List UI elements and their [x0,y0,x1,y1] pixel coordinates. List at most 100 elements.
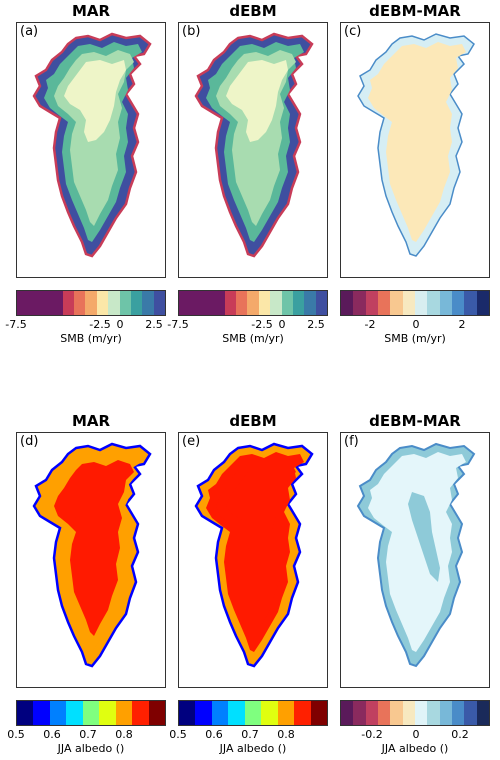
colorbar-swatch [377,701,391,725]
greenland-albedo-map [194,442,314,668]
tick-label: 0.5 [169,728,187,741]
colorbar-swatch [132,701,149,725]
colorbar-swatch [304,291,316,315]
panel-label: (a) [20,24,39,39]
colorbar-swatch [270,291,282,315]
colorbar-label: JJA albedo () [219,742,287,755]
colorbar-swatch [17,291,29,315]
albedo-difference-band [408,492,440,582]
colorbar-swatch [353,701,366,725]
colorbar-gradient [178,700,328,726]
colorbar-swatch [201,291,214,315]
colorbar-swatch [28,291,40,315]
colorbar-swatch [464,291,477,315]
tick-label: -2.5 [251,318,273,331]
panel-label: (e) [182,434,201,449]
panel-label: (b) [182,24,201,39]
colorbar-swatch [451,291,465,315]
panel-c: dEBM-MAR (c) [324,0,500,340]
colorbar-swatch [294,701,311,725]
colorbar-swatch [66,701,83,725]
colorbar-swatch [414,291,428,315]
colorbar-swatch [292,291,305,315]
colorbar-swatch [427,701,440,725]
colorbar-swatch [115,701,133,725]
tick-label: 2 [458,318,466,331]
colorbar-b: -7.5 -2.5 0 2.5 SMB (m/yr) [167,290,328,346]
colorbar-swatch [341,291,354,315]
albedo-high-interior [64,470,126,552]
colorbar-swatch [365,701,378,725]
panel-title: MAR [71,2,111,20]
colorbar-swatch [119,291,131,315]
tick-label: 0.5 [7,728,25,741]
colorbar-swatch [82,701,100,725]
tick-label: 0.6 [205,728,223,741]
colorbar-swatch [390,701,403,725]
colorbar-c: -2 0 2 SMB (m/yr) [340,290,490,346]
colorbar-swatch [439,701,452,725]
panel-label: (d) [20,434,39,449]
tick-label: 0.6 [43,728,61,741]
colorbar-swatch [195,701,212,725]
greenland-smb-map [32,32,152,258]
greenland-smb-map [194,32,314,258]
colorbar-swatch [142,291,154,315]
greenland-albedo-difference-map [356,442,476,668]
panel-d: MAR (d) [0,410,170,700]
tick-label: 0 [116,318,124,331]
colorbar-swatch [476,291,489,315]
panel-b: dEBM (b) [162,0,332,340]
colorbar-swatch [179,291,191,315]
tick-label: 0 [278,318,286,331]
colorbar-label: JJA albedo () [57,742,125,755]
colorbar-swatch [33,701,50,725]
colorbar-swatch [130,291,143,315]
tick-label: -0.2 [361,728,383,741]
colorbar-swatch [39,291,52,315]
tick-label: 0 [412,728,420,741]
colorbar-swatch [315,291,328,315]
tick-label: 0.8 [277,728,295,741]
tick-label: 0.7 [241,728,259,741]
colorbar-a: -7.5 -2.5 0 2.5 SMB (m/yr) [5,290,166,346]
colorbar-swatch [476,701,489,725]
greenland-albedo-map [32,442,152,668]
colorbar-gradient [16,700,166,726]
tick-label: -2 [364,318,376,331]
colorbar-label: SMB (m/yr) [60,332,122,345]
albedo-difference-interior [368,452,466,652]
colorbar-swatch [228,701,245,725]
colorbar-swatch [439,291,452,315]
tick-label: 2.5 [145,318,163,331]
colorbar-gradient [340,290,490,316]
colorbar-swatch [402,701,415,725]
colorbar-swatch [377,291,391,315]
tick-label: -2.5 [89,318,111,331]
panel-e: dEBM (e) [162,410,332,700]
panel-title: dEBM-MAR [369,2,461,20]
colorbar-swatch [414,701,428,725]
panel-label: (c) [344,24,362,39]
panel-a: MAR (a) [0,0,170,340]
tick-label: 0.2 [451,728,469,741]
colorbar-swatch [213,291,225,315]
tick-label: -7.5 [167,318,189,331]
interior-difference-zone [368,42,466,242]
colorbar-swatch [244,701,262,725]
colorbar-swatch [51,291,63,315]
colorbar-swatch [261,701,278,725]
colorbar-swatch [17,701,34,725]
colorbar-swatch [85,291,97,315]
tick-label: 0 [412,318,420,331]
colorbar-swatch [96,291,109,315]
colorbar-swatch [464,701,477,725]
panel-title: dEBM [229,2,277,20]
colorbar-swatch [341,701,354,725]
colorbar-swatch [99,701,116,725]
interior-accumulation-zone [64,60,126,142]
colorbar-gradient [16,290,166,316]
colorbar-f: -0.2 0 0.2 JJA albedo () [340,700,490,756]
colorbar-swatch [281,291,293,315]
panel-title: dEBM-MAR [369,412,461,430]
